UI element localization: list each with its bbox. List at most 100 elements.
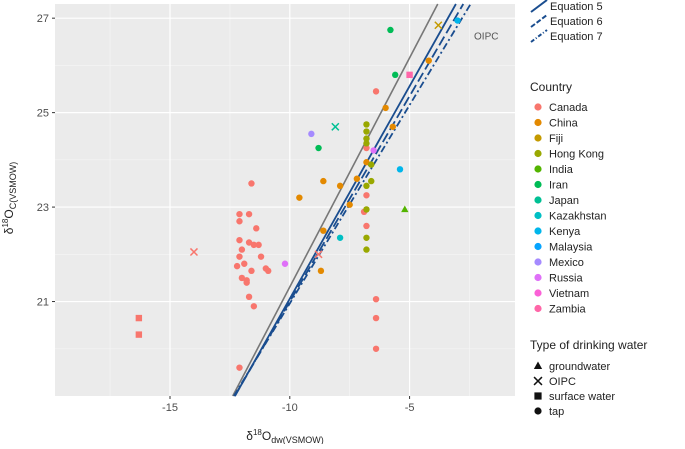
y-axis-ticks: 21 23 25 27	[37, 13, 55, 309]
data-point-circle	[320, 177, 327, 185]
y-tick-label: 23	[37, 202, 49, 214]
data-point-circle	[368, 161, 375, 168]
data-point-circle	[238, 246, 246, 253]
data-point-cross	[434, 21, 443, 30]
legend-country-label: Canada	[549, 102, 588, 114]
data-point-circle	[245, 239, 253, 246]
legend-country-title: Country	[530, 80, 572, 94]
legend-type-title: Type of drinking water	[530, 338, 647, 352]
legend-type-key	[533, 361, 543, 370]
data-point-cross	[189, 247, 199, 257]
data-point-circle	[454, 17, 461, 24]
data-point-circle	[372, 345, 380, 352]
data-point-circle	[353, 175, 361, 182]
data-point-circle	[363, 135, 370, 142]
data-point-circle	[387, 26, 394, 34]
data-point-circle	[363, 246, 370, 253]
y-axis-title: δ18OC(VSMOW)	[1, 162, 18, 234]
data-point-circle	[245, 293, 253, 301]
legend-country-key	[534, 273, 542, 282]
data-point-circle	[389, 123, 397, 130]
data-point-circle	[336, 182, 344, 190]
legend-country-key	[534, 242, 542, 251]
data-point-circle	[396, 166, 404, 173]
data-point-circle	[372, 295, 380, 303]
data-point-circle	[248, 267, 255, 275]
x-tick-label: -10	[282, 402, 298, 414]
legend-type-label: tap	[549, 406, 564, 418]
data-point-circle	[245, 210, 253, 218]
data-point-circle	[241, 260, 248, 267]
data-point-circle	[370, 147, 377, 154]
data-point-circle	[363, 182, 370, 190]
data-point-circle	[296, 194, 303, 201]
legend-country-label: Zambia	[549, 304, 587, 316]
line-oipc	[232, 3, 439, 397]
data-point-circle	[317, 267, 325, 275]
legend-country-label: Kenya	[549, 226, 581, 238]
legend-country-key	[534, 211, 542, 220]
data-point-circle	[250, 241, 258, 249]
data-point-square	[406, 71, 413, 79]
legend-country-label: Japan	[549, 195, 579, 207]
legend-country-label: Kazakhstan	[549, 211, 606, 223]
legend-label-equation-5: Equation 5	[550, 1, 603, 13]
data-point-circle	[236, 218, 243, 225]
data-point-circle	[363, 144, 370, 152]
legend-type-label: groundwater	[549, 361, 610, 373]
data-point-square	[135, 331, 143, 338]
line-equation-7	[233, 3, 472, 397]
legend-label-equation-7: Equation 7	[550, 31, 603, 43]
data-point-triangle	[401, 205, 409, 213]
data-point-circle	[336, 234, 344, 241]
data-point-circle	[363, 121, 370, 128]
legend-country-key	[534, 196, 542, 204]
data-point-circle	[425, 57, 432, 64]
data-point-circle	[320, 227, 327, 234]
data-point-circle	[363, 140, 370, 147]
data-point-circle	[257, 253, 265, 260]
legend-country-key	[534, 227, 542, 235]
legend-equations: Equation 5 Equation 6 Equation 7	[530, 0, 603, 43]
legend-label-equation-6: Equation 6	[550, 16, 603, 28]
legend-country-key	[534, 165, 542, 173]
data-point-square	[135, 314, 143, 322]
legend-type-label: OIPC	[549, 376, 576, 388]
legend-country-key	[534, 304, 542, 313]
legend-country-key	[534, 149, 542, 158]
y-tick-label: 27	[37, 13, 49, 25]
legend-type-key	[534, 392, 542, 400]
legend-key-equation-7	[530, 29, 548, 43]
grid-major	[55, 4, 515, 396]
legend-country-key	[534, 258, 542, 266]
data-point-circle	[250, 303, 258, 310]
legend-type: groundwater OIPC surface water tap	[533, 361, 615, 418]
legend-country-key	[534, 180, 542, 189]
data-point-circle	[236, 236, 243, 244]
data-point-cross	[314, 250, 323, 259]
data-point-circle	[382, 104, 389, 112]
legend-key-equation-6	[530, 14, 548, 28]
legend-type-label: surface water	[549, 391, 615, 403]
legend-country-label: China	[549, 118, 579, 130]
data-point-circle	[281, 260, 289, 267]
legend-country: Canada China Fiji Hong Kong India Iran Japan Ka…	[534, 102, 606, 316]
legend-country-key	[534, 289, 542, 297]
grid-minor	[55, 4, 515, 396]
data-point-circle	[233, 262, 241, 270]
data-point-circle	[315, 144, 322, 152]
data-point-circle	[265, 267, 272, 275]
x-tick-label: -5	[405, 402, 415, 414]
data-point-circle	[236, 253, 243, 260]
data-point-circle	[363, 206, 370, 213]
data-point-circle	[363, 128, 370, 135]
data-point-circle	[392, 71, 399, 79]
legend-type-key	[534, 407, 542, 415]
legend-country-key	[534, 134, 542, 142]
legend-country-label: Vietnam	[549, 288, 589, 300]
data-point-circle	[363, 222, 370, 230]
legend-country-label: Russia	[549, 273, 584, 285]
data-point-circle	[363, 192, 370, 199]
legend-country-label: Mexico	[549, 257, 584, 269]
